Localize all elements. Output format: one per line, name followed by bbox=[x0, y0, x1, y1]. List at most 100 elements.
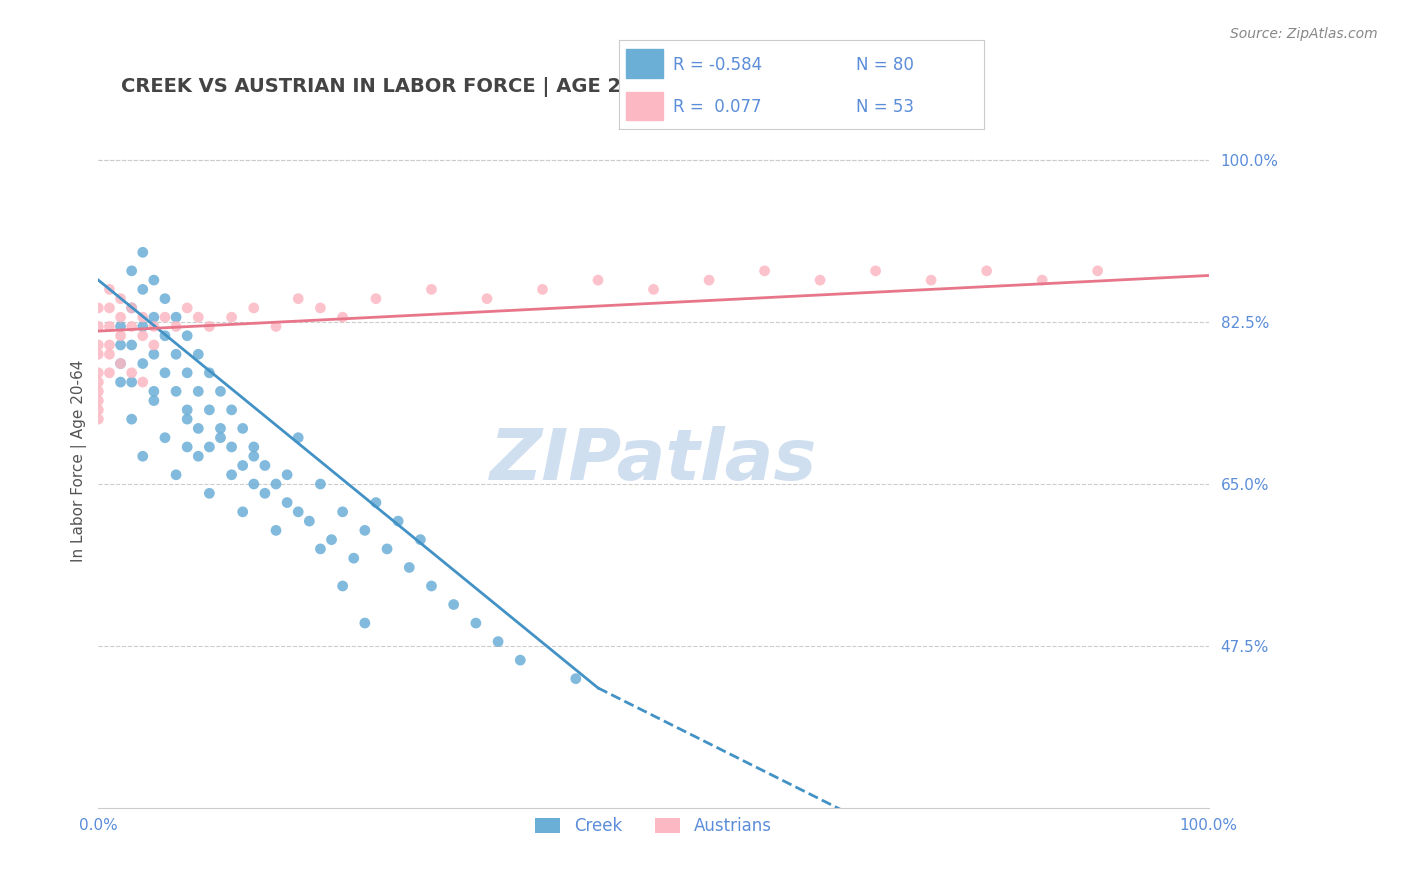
Point bbox=[209, 384, 232, 399]
Point bbox=[198, 440, 221, 454]
Text: CREEK VS AUSTRIAN IN LABOR FORCE | AGE 20-64 CORRELATION CHART: CREEK VS AUSTRIAN IN LABOR FORCE | AGE 2… bbox=[121, 78, 910, 97]
Point bbox=[165, 319, 187, 334]
Point bbox=[221, 440, 243, 454]
Point bbox=[98, 319, 121, 334]
Point bbox=[132, 310, 155, 325]
Point bbox=[287, 431, 309, 445]
Point bbox=[420, 579, 443, 593]
Point bbox=[87, 403, 110, 417]
Point bbox=[121, 319, 143, 334]
Point bbox=[287, 505, 309, 519]
Point bbox=[364, 495, 387, 509]
Point bbox=[198, 403, 221, 417]
Point bbox=[98, 347, 121, 361]
Point bbox=[232, 421, 254, 435]
Point bbox=[153, 292, 176, 306]
Point bbox=[142, 384, 165, 399]
Point bbox=[132, 375, 155, 389]
Point bbox=[209, 431, 232, 445]
Point bbox=[153, 431, 176, 445]
Point bbox=[232, 505, 254, 519]
Point bbox=[276, 467, 298, 482]
Text: Source: ZipAtlas.com: Source: ZipAtlas.com bbox=[1230, 27, 1378, 41]
Point bbox=[243, 449, 266, 463]
Point bbox=[221, 403, 243, 417]
Point bbox=[187, 384, 209, 399]
Point bbox=[110, 338, 132, 352]
Point bbox=[176, 440, 198, 454]
Point bbox=[87, 338, 110, 352]
Point bbox=[531, 282, 554, 296]
Point bbox=[643, 282, 665, 296]
Point bbox=[198, 319, 221, 334]
Legend: Creek, Austrians: Creek, Austrians bbox=[529, 811, 779, 842]
Point bbox=[976, 264, 998, 278]
Point bbox=[309, 301, 332, 315]
Point bbox=[121, 375, 143, 389]
Point bbox=[98, 282, 121, 296]
Point bbox=[87, 384, 110, 399]
Point bbox=[1031, 273, 1053, 287]
Point bbox=[332, 505, 354, 519]
Point bbox=[509, 653, 531, 667]
Point bbox=[110, 319, 132, 334]
Point bbox=[132, 449, 155, 463]
Point bbox=[808, 273, 831, 287]
Point bbox=[387, 514, 409, 528]
Point bbox=[165, 467, 187, 482]
Point bbox=[264, 477, 287, 491]
Point bbox=[110, 357, 132, 371]
Point bbox=[264, 524, 287, 538]
Point bbox=[920, 273, 942, 287]
Point bbox=[121, 301, 143, 315]
Text: R = -0.584: R = -0.584 bbox=[673, 56, 762, 74]
Point bbox=[98, 366, 121, 380]
Point bbox=[343, 551, 366, 566]
Point bbox=[87, 347, 110, 361]
Point bbox=[243, 440, 266, 454]
Point bbox=[754, 264, 776, 278]
Point bbox=[87, 301, 110, 315]
Point bbox=[332, 579, 354, 593]
Point bbox=[153, 328, 176, 343]
Point bbox=[332, 310, 354, 325]
Point bbox=[176, 328, 198, 343]
Point bbox=[253, 458, 276, 473]
Point bbox=[232, 458, 254, 473]
Point bbox=[486, 634, 509, 648]
Point bbox=[309, 541, 332, 556]
Y-axis label: In Labor Force | Age 20-64: In Labor Force | Age 20-64 bbox=[72, 359, 87, 562]
Point bbox=[276, 495, 298, 509]
Point bbox=[409, 533, 432, 547]
Point bbox=[153, 310, 176, 325]
Point bbox=[253, 486, 276, 500]
Point bbox=[142, 310, 165, 325]
Point bbox=[187, 347, 209, 361]
Point bbox=[121, 264, 143, 278]
Point bbox=[176, 403, 198, 417]
Point bbox=[87, 393, 110, 408]
Point bbox=[353, 616, 375, 631]
Point bbox=[142, 273, 165, 287]
Point bbox=[142, 338, 165, 352]
Point bbox=[221, 467, 243, 482]
Text: ZIPatlas: ZIPatlas bbox=[489, 426, 817, 495]
Point bbox=[132, 319, 155, 334]
Point bbox=[243, 477, 266, 491]
Text: R =  0.077: R = 0.077 bbox=[673, 98, 762, 116]
Text: N = 80: N = 80 bbox=[856, 56, 914, 74]
Point bbox=[176, 412, 198, 426]
Point bbox=[187, 421, 209, 435]
Point bbox=[165, 384, 187, 399]
Point bbox=[142, 347, 165, 361]
Point bbox=[586, 273, 609, 287]
Point bbox=[132, 282, 155, 296]
Point bbox=[697, 273, 720, 287]
Point bbox=[375, 541, 398, 556]
Point bbox=[221, 310, 243, 325]
Point bbox=[198, 366, 221, 380]
Point bbox=[87, 366, 110, 380]
Point bbox=[110, 292, 132, 306]
Point bbox=[209, 421, 232, 435]
Point bbox=[1087, 264, 1109, 278]
